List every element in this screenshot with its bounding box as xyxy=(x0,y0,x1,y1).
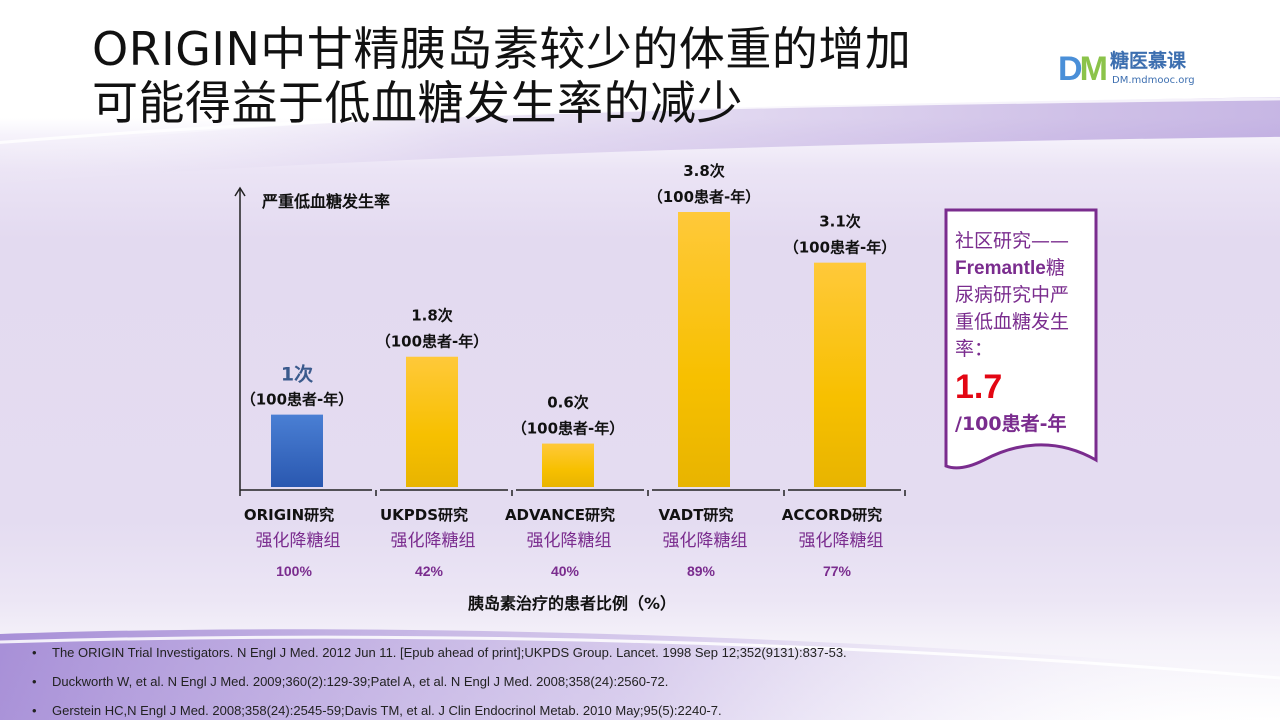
category-label: VADT研究 xyxy=(659,506,734,524)
category-label: UKPDS研究 xyxy=(380,506,468,524)
decorative-swoosh-top xyxy=(0,97,1280,184)
bar-value-label: 1次 xyxy=(281,363,313,386)
category-label: ACCORD研究 xyxy=(782,506,882,524)
subcategory-label: 强化降糖组 xyxy=(527,531,612,551)
insulin-percent-label: 42% xyxy=(415,563,444,579)
insulin-percent-label: 77% xyxy=(823,563,852,579)
bar-value-label: 1.8次 xyxy=(411,307,453,325)
bar-1 xyxy=(271,414,323,487)
callout-line-5: 率： xyxy=(955,338,994,360)
bar-value-label: 3.8次 xyxy=(683,162,725,180)
bar-value-label: 3.1次 xyxy=(819,213,861,231)
bar-unit-label: （100患者-年） xyxy=(241,391,354,409)
category-label: ADVANCE研究 xyxy=(505,506,615,524)
bar-3 xyxy=(542,443,594,487)
bar-value-label: 0.6次 xyxy=(547,394,589,412)
bar-5 xyxy=(814,262,866,487)
bar-2 xyxy=(406,356,458,487)
chart-axes xyxy=(234,186,906,496)
bar-unit-label: （100患者-年） xyxy=(648,188,761,206)
logo-mark: DM xyxy=(1058,50,1108,88)
chart-bars xyxy=(271,212,866,487)
reference-item: Duckworth W, et al. N Engl J Med. 2009;3… xyxy=(32,667,1252,696)
callout-line-1: 社区研究—— xyxy=(955,230,1070,252)
insulin-percent-label: 89% xyxy=(687,563,716,579)
reference-item: The ORIGIN Trial Investigators. N Engl J… xyxy=(32,638,1252,667)
callout-fremantle: Fremantle xyxy=(955,258,1046,279)
logo: DM 糖医慕课 DM.mdmooc.org xyxy=(1058,50,1208,90)
bar-4 xyxy=(678,212,730,487)
subcategory-label: 强化降糖组 xyxy=(256,531,341,551)
callout-unit: /100患者-年 xyxy=(955,413,1067,435)
callout-line-2-tail: 糖 xyxy=(1045,257,1065,279)
logo-name: 糖医慕课 xyxy=(1110,50,1187,72)
logo-url: DM.mdmooc.org xyxy=(1112,75,1195,86)
insulin-percent-label: 40% xyxy=(551,563,580,579)
subcategory-label: 强化降糖组 xyxy=(799,531,884,551)
bar-unit-label: （100患者-年） xyxy=(376,333,489,351)
title-line-1: ORIGIN中甘精胰岛素较少的体重的增加 xyxy=(92,22,912,76)
callout-line-4: 重低血糖发生 xyxy=(955,311,1070,333)
title-line-2: 可能得益于低血糖发生率的减少 xyxy=(92,76,743,130)
category-label: ORIGIN研究 xyxy=(244,506,334,524)
callout-box xyxy=(944,208,1098,470)
callout-value: 1.7 xyxy=(955,368,1003,406)
subcategory-label: 强化降糖组 xyxy=(663,531,748,551)
page-title: ORIGIN中甘精胰岛素较少的体重的增加 可能得益于低血糖发生率的减少 xyxy=(92,22,1022,130)
bar-unit-label: （100患者-年） xyxy=(512,420,625,438)
logo-mark-m: M xyxy=(1079,50,1108,88)
callout-text: 社区研究—— Fremantle糖 尿病研究中严 重低血糖发生 率： 1.7 /… xyxy=(955,228,1095,438)
references-list: The ORIGIN Trial Investigators. N Engl J… xyxy=(32,638,1252,720)
reference-item: Gerstein HC,N Engl J Med. 2008;358(24):2… xyxy=(32,696,1252,720)
y-axis-label: 严重低血糖发生率 xyxy=(261,192,390,211)
x-axis-label: 胰岛素治疗的患者比例（%） xyxy=(468,594,676,613)
callout-line-3: 尿病研究中严 xyxy=(955,284,1070,306)
callout-line-2: Fremantle糖 xyxy=(955,255,1095,282)
bar-unit-label: （100患者-年） xyxy=(784,239,897,257)
subcategory-label: 强化降糖组 xyxy=(391,531,476,551)
logo-mark-d: D xyxy=(1058,50,1083,88)
y-axis-arrow-icon xyxy=(234,186,246,197)
insulin-percent-label: 100% xyxy=(276,563,312,579)
